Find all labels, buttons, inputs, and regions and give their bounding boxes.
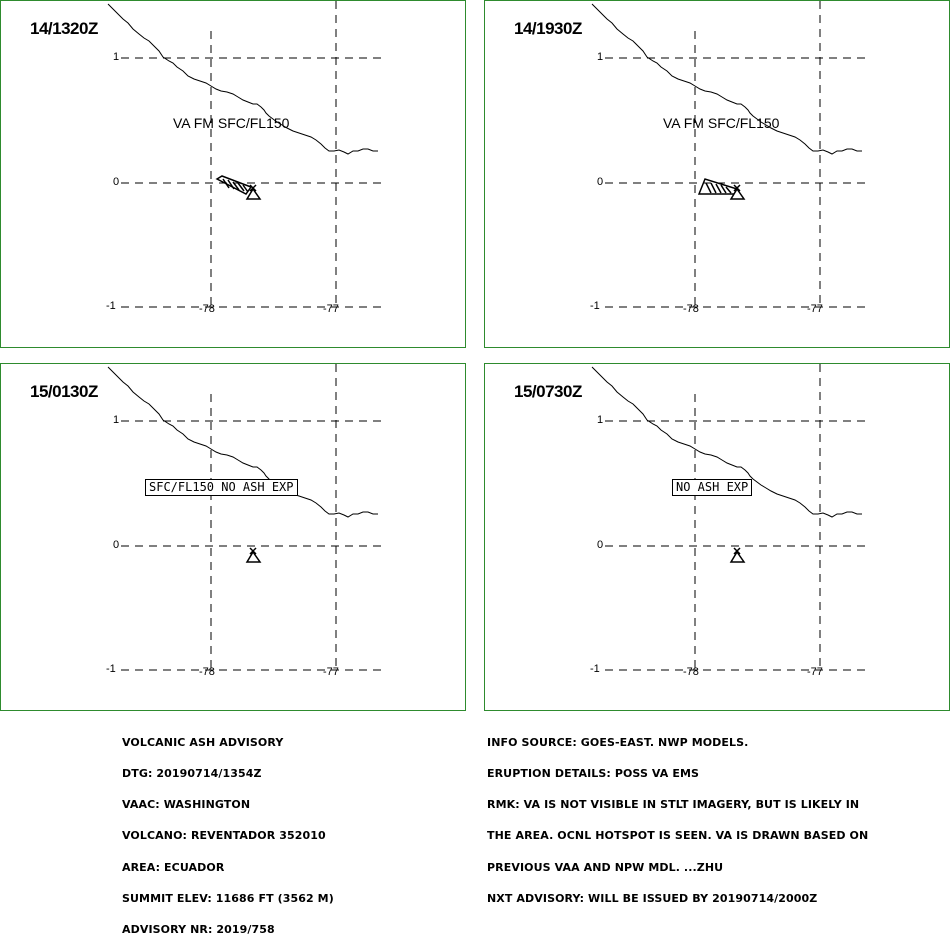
lon-tick-label: -77 bbox=[807, 666, 823, 678]
lat-tick-label: 0 bbox=[113, 176, 120, 188]
lat-tick-label: 0 bbox=[113, 539, 120, 551]
forecast-time-label: 14/1930Z bbox=[514, 19, 582, 38]
remarks-line: PREVIOUS VAA AND NPW MDL. ...ZHU bbox=[487, 860, 724, 874]
lon-tick-label: -78 bbox=[683, 666, 699, 678]
forecast-time-label: 15/0730Z bbox=[514, 382, 582, 401]
volcano-icon bbox=[245, 184, 262, 200]
map-canvas bbox=[107, 1, 381, 308]
forecast-time-label: 15/0130Z bbox=[30, 382, 98, 401]
ash-polygon bbox=[215, 175, 253, 195]
lat-tick-label: 1 bbox=[597, 414, 604, 426]
no-ash-label: NO ASH EXP bbox=[672, 479, 753, 496]
forecast-panel-1: 14/1320Z VA FM SFC/FL150 1 0 -1 -78 -77 bbox=[0, 0, 466, 348]
lat-tick-label: 1 bbox=[113, 51, 120, 63]
lon-tick-label: -77 bbox=[323, 303, 339, 315]
volcano-icon bbox=[729, 547, 746, 563]
map-canvas bbox=[107, 364, 381, 671]
advisory-line: VOLCANO: REVENTADOR 352010 bbox=[122, 829, 326, 843]
remarks-line: INFO SOURCE: GOES-EAST. NWP MODELS. bbox=[487, 735, 749, 749]
forecast-time-label: 14/1320Z bbox=[30, 19, 98, 38]
advisory-line: SUMMIT ELEV: 11686 FT (3562 M) bbox=[122, 891, 334, 905]
map-canvas bbox=[591, 364, 865, 671]
lon-tick-label: -77 bbox=[807, 303, 823, 315]
ash-level-label: VA FM SFC/FL150 bbox=[663, 115, 780, 131]
remarks-line: NXT ADVISORY: WILL BE ISSUED BY 20190714… bbox=[487, 891, 818, 905]
remarks-line: ERUPTION DETAILS: POSS VA EMS bbox=[487, 767, 700, 781]
volcano-icon bbox=[729, 184, 746, 200]
advisory-header-block: VOLCANIC ASH ADVISORY DTG: 20190714/1354… bbox=[122, 717, 334, 946]
advisory-line: DTG: 20190714/1354Z bbox=[122, 767, 262, 781]
lon-tick-label: -77 bbox=[323, 666, 339, 678]
advisory-line: VOLCANIC ASH ADVISORY bbox=[122, 735, 284, 749]
volcano-icon bbox=[245, 547, 262, 563]
lon-tick-label: -78 bbox=[199, 303, 215, 315]
lat-tick-label: 0 bbox=[597, 176, 604, 188]
lat-tick-label: 1 bbox=[113, 414, 120, 426]
lat-tick-label: 1 bbox=[597, 51, 604, 63]
forecast-panel-2: 14/1930Z VA FM SFC/FL150 1 0 -1 -78 -77 bbox=[484, 0, 950, 348]
advisory-line: ADVISORY NR: 2019/758 bbox=[122, 923, 275, 937]
lat-tick-label: -1 bbox=[106, 663, 116, 675]
advisory-remarks-block: INFO SOURCE: GOES-EAST. NWP MODELS. ERUP… bbox=[487, 717, 868, 915]
advisory-line: VAAC: WASHINGTON bbox=[122, 798, 251, 812]
remarks-line: RMK: VA IS NOT VISIBLE IN STLT IMAGERY, … bbox=[487, 798, 860, 812]
lon-tick-label: -78 bbox=[199, 666, 215, 678]
map-canvas bbox=[591, 1, 865, 308]
no-ash-label: SFC/FL150 NO ASH EXP bbox=[145, 479, 298, 496]
lon-tick-label: -78 bbox=[683, 303, 699, 315]
ash-level-label: VA FM SFC/FL150 bbox=[173, 115, 290, 131]
forecast-panel-3: 15/0130Z SFC/FL150 NO ASH EXP 1 0 -1 -78… bbox=[0, 363, 466, 711]
lat-tick-label: -1 bbox=[590, 663, 600, 675]
lat-tick-label: -1 bbox=[106, 300, 116, 312]
remarks-line: THE AREA. OCNL HOTSPOT IS SEEN. VA IS DR… bbox=[487, 829, 869, 843]
lat-tick-label: 0 bbox=[597, 539, 604, 551]
forecast-panel-4: 15/0730Z NO ASH EXP 1 0 -1 -78 -77 bbox=[484, 363, 950, 711]
ash-polygon bbox=[697, 178, 738, 195]
advisory-line: AREA: ECUADOR bbox=[122, 860, 225, 874]
lat-tick-label: -1 bbox=[590, 300, 600, 312]
